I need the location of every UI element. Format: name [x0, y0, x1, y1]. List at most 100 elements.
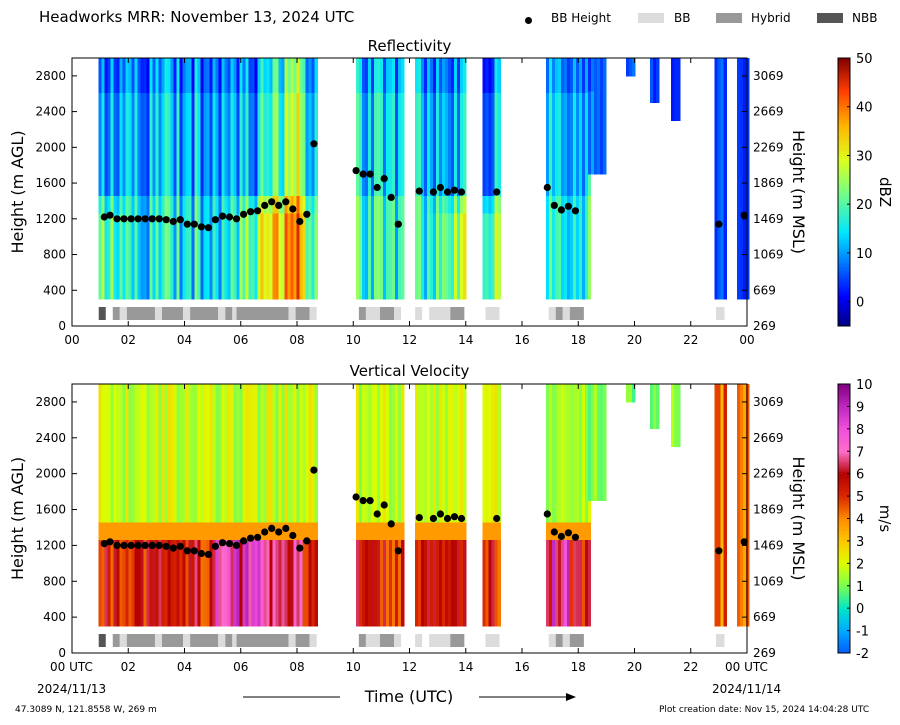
- field-cell: [588, 116, 592, 125]
- field-cell: [119, 487, 123, 506]
- field-cell: [497, 556, 501, 575]
- field-cell: [248, 264, 252, 283]
- field-cell: [260, 178, 264, 197]
- field-cell: [203, 591, 207, 610]
- field-cell: [290, 522, 294, 540]
- colorbar-cell: [838, 484, 850, 488]
- field-cell: [569, 92, 574, 111]
- bb-height-point: [197, 223, 205, 231]
- field-cell: [650, 416, 654, 420]
- field-cell: [491, 264, 495, 283]
- field-cell: [746, 470, 750, 489]
- bb-height-point: [550, 201, 558, 209]
- field-cell: [383, 264, 387, 283]
- field-cell: [155, 470, 159, 489]
- field-cell: [714, 574, 718, 592]
- field-cell: [176, 264, 180, 283]
- field-cell: [737, 435, 741, 454]
- field-cell: [104, 608, 108, 627]
- field-cell: [122, 487, 126, 506]
- field-cell: [482, 144, 486, 162]
- field-cell: [293, 418, 297, 437]
- colorbar-cell: [838, 583, 850, 587]
- field-cell: [597, 483, 601, 493]
- field-cell: [209, 522, 213, 540]
- field-cell: [575, 282, 580, 300]
- field-cell: [588, 458, 592, 468]
- field-cell: [677, 62, 681, 68]
- field-cell: [218, 195, 222, 214]
- field-cell: [275, 591, 279, 610]
- colorbar-cell: [838, 131, 850, 135]
- field-cell: [167, 282, 171, 300]
- field-cell: [221, 178, 225, 197]
- field-cell: [125, 487, 129, 506]
- field-cell: [491, 126, 495, 145]
- field-cell: [149, 92, 153, 111]
- field-cell: [421, 384, 425, 402]
- field-cell: [242, 539, 246, 558]
- field-cell: [653, 390, 657, 394]
- x-date-right: 2024/11/14: [712, 682, 781, 696]
- field-cell: [600, 442, 604, 451]
- field-cell: [448, 556, 452, 575]
- field-cell: [674, 58, 678, 63]
- colorbar-cell: [838, 69, 850, 72]
- colorbar-cell: [838, 138, 850, 142]
- colorbar-cell: [838, 518, 850, 522]
- field-cell: [230, 126, 234, 145]
- field-cell: [588, 450, 592, 460]
- field-cell: [445, 418, 449, 437]
- field-cell: [389, 282, 393, 300]
- field-cell: [380, 556, 384, 575]
- field-cell: [302, 213, 306, 231]
- field-cell: [191, 608, 195, 627]
- field-cell: [430, 591, 434, 610]
- field-cell: [269, 247, 273, 266]
- field-cell: [281, 574, 285, 592]
- field-cell: [572, 591, 577, 610]
- field-cell: [224, 195, 228, 214]
- field-cell: [272, 161, 276, 179]
- field-cell: [740, 487, 744, 506]
- field-cell: [266, 539, 270, 558]
- field-cell: [314, 126, 318, 145]
- field-cell: [269, 435, 273, 454]
- field-cell: [266, 144, 270, 162]
- field-cell: [395, 435, 399, 454]
- field-cell: [720, 144, 724, 162]
- colorbar-cell: [838, 66, 850, 70]
- field-cell: [545, 126, 550, 145]
- field-cell: [146, 161, 150, 179]
- field-cell: [418, 126, 422, 145]
- field-cell: [566, 435, 571, 454]
- field-cell: [293, 608, 297, 627]
- field-cell: [356, 401, 360, 419]
- field-cell: [597, 124, 601, 134]
- field-cell: [101, 230, 105, 248]
- bb-type-bar: [450, 307, 465, 320]
- field-cell: [281, 539, 285, 558]
- field-cell: [170, 487, 174, 506]
- field-cell: [632, 390, 636, 393]
- bb-height-point: [457, 188, 466, 196]
- field-cell: [206, 247, 210, 266]
- field-cell: [594, 82, 598, 92]
- colorbar-cell: [838, 617, 850, 620]
- field-cell: [131, 109, 135, 128]
- field-cell: [386, 109, 390, 128]
- field-cell: [113, 435, 117, 454]
- field-cell: [374, 213, 378, 231]
- field-cell: [200, 75, 204, 93]
- field-cell: [257, 591, 261, 610]
- field-cell: [563, 418, 568, 437]
- field-cell: [308, 109, 312, 128]
- field-cell: [218, 470, 222, 489]
- field-cell: [430, 608, 434, 627]
- colorbar-cell: [838, 596, 850, 600]
- field-cell: [188, 230, 192, 248]
- field-cell: [98, 556, 102, 575]
- field-cell: [161, 282, 165, 300]
- field-cell: [242, 58, 246, 76]
- field-cell: [284, 144, 288, 162]
